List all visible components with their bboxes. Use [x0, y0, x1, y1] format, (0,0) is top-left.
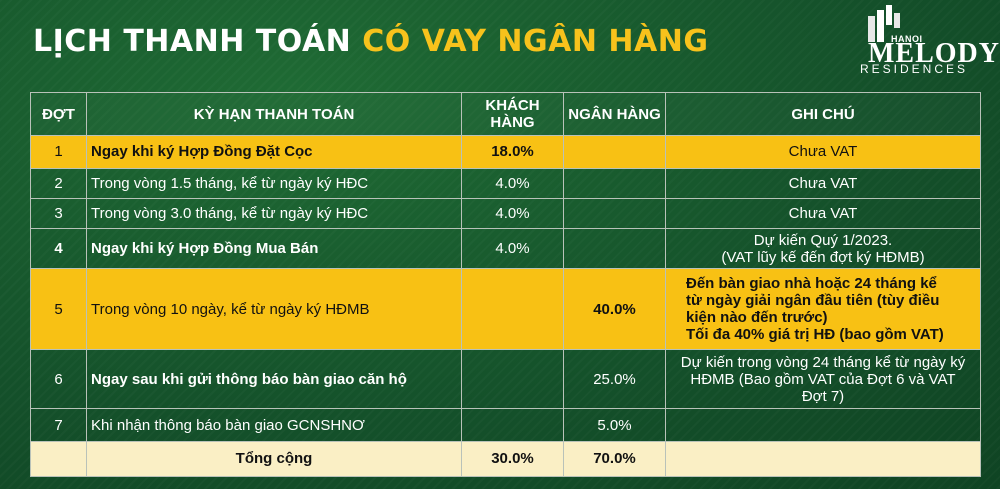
row-dot: 5 — [30, 268, 87, 350]
table-row: 1 Ngay khi ký Hợp Đồng Đặt Cọc 18.0% Chư… — [30, 135, 981, 169]
table-row: 6 Ngay sau khi gửi thông báo bàn giao că… — [30, 348, 981, 410]
header-note: GHI CHÚ — [665, 91, 981, 137]
row-customer: 18.0% — [461, 135, 564, 169]
row-bank — [563, 197, 666, 230]
note-line: (VAT lũy kế đến đợt ký HĐMB) — [721, 248, 925, 266]
note-line: kiện nào đến trước) — [686, 309, 828, 327]
row-term: Khi nhận thông báo bàn giao GCNSHNƠ — [86, 408, 462, 442]
page-title: LỊCH THANH TOÁN CÓ VAY NGÂN HÀNG — [33, 24, 708, 59]
row-term: Ngay khi ký Hợp Đồng Mua Bán — [86, 228, 462, 270]
logo-top-text: HANOI — [891, 34, 923, 44]
logo-main-text: MELODY — [868, 38, 1000, 69]
row-customer — [461, 268, 564, 350]
row-note — [665, 408, 981, 442]
row-dot: 7 — [30, 408, 87, 442]
row-term: Ngay sau khi gửi thông báo bàn giao căn … — [86, 348, 462, 410]
row-dot: 6 — [30, 348, 87, 410]
row-customer: 4.0% — [461, 228, 564, 270]
header-customer: KHÁCH HÀNG — [461, 91, 564, 137]
row-note: Dự kiến Quý 1/2023. (VAT lũy kế đến đợt … — [665, 228, 981, 270]
row-customer: 4.0% — [461, 197, 564, 230]
note-line: HĐMB (Bao gồm VAT của Đợt 6 và VAT — [690, 370, 956, 388]
title-main: LỊCH THANH TOÁN — [33, 24, 352, 59]
header-dot: ĐỢT — [30, 91, 87, 137]
table-row: 2 Trong vòng 1.5 tháng, kể từ ngày ký HĐ… — [30, 167, 981, 199]
total-bank: 70.0% — [563, 440, 666, 478]
row-customer — [461, 348, 564, 410]
note-line: từ ngày giải ngân đầu tiên (tùy điều — [686, 292, 940, 310]
row-note: Chưa VAT — [665, 167, 981, 199]
table-row: 3 Trong vòng 3.0 tháng, kể từ ngày ký HĐ… — [30, 197, 981, 230]
note-line: Dự kiến trong vòng 24 tháng kể từ ngày k… — [680, 353, 966, 371]
logo-buildings-icon — [868, 5, 900, 42]
note-line: Đợt 7) — [801, 387, 845, 405]
row-bank — [563, 228, 666, 270]
total-label: Tổng cộng — [86, 440, 462, 478]
row-dot: 3 — [30, 197, 87, 230]
row-term: Trong vòng 3.0 tháng, kể từ ngày ký HĐC — [86, 197, 462, 230]
row-bank: 5.0% — [563, 408, 666, 442]
row-customer — [461, 408, 564, 442]
table-header-row: ĐỢT KỲ HẠN THANH TOÁN KHÁCH HÀNG NGÂN HÀ… — [30, 91, 981, 137]
row-dot: 4 — [30, 228, 87, 270]
note-line: Dự kiến Quý 1/2023. — [753, 231, 893, 249]
total-row: Tổng cộng 30.0% 70.0% — [30, 440, 981, 478]
row-note: Dự kiến trong vòng 24 tháng kể từ ngày k… — [665, 348, 981, 410]
table-row: 4 Ngay khi ký Hợp Đồng Mua Bán 4.0% Dự k… — [30, 228, 981, 270]
row-customer: 4.0% — [461, 167, 564, 199]
title-accent: CÓ VAY NGÂN HÀNG — [362, 24, 709, 59]
table-row: 5 Trong vòng 10 ngày, kể từ ngày ký HĐMB… — [30, 268, 981, 350]
row-bank — [563, 167, 666, 199]
note-line: Đến bàn giao nhà hoặc 24 tháng kể — [686, 275, 937, 293]
row-term: Ngay khi ký Hợp Đồng Đặt Cọc — [86, 135, 462, 169]
row-bank: 25.0% — [563, 348, 666, 410]
row-dot: 2 — [30, 167, 87, 199]
total-empty — [30, 440, 87, 478]
row-bank: 40.0% — [563, 268, 666, 350]
total-customer: 30.0% — [461, 440, 564, 478]
header-bank: NGÂN HÀNG — [563, 91, 666, 137]
total-note — [665, 440, 981, 478]
row-note: Đến bàn giao nhà hoặc 24 tháng kể từ ngà… — [665, 268, 981, 350]
logo-bottom-text: RESIDENCES — [860, 62, 969, 76]
table-row: 7 Khi nhận thông báo bàn giao GCNSHNƠ 5.… — [30, 408, 981, 442]
header-term: KỲ HẠN THANH TOÁN — [86, 91, 462, 137]
row-term: Trong vòng 1.5 tháng, kể từ ngày ký HĐC — [86, 167, 462, 199]
note-line: Tối đa 40% giá trị HĐ (bao gồm VAT) — [686, 326, 944, 344]
row-note: Chưa VAT — [665, 197, 981, 230]
brand-logo: HANOI MELODY RESIDENCES — [858, 4, 999, 78]
row-term: Trong vòng 10 ngày, kể từ ngày ký HĐMB — [86, 268, 462, 350]
payment-schedule-table: ĐỢT KỲ HẠN THANH TOÁN KHÁCH HÀNG NGÂN HÀ… — [30, 91, 981, 478]
row-note: Chưa VAT — [665, 135, 981, 169]
row-dot: 1 — [30, 135, 87, 169]
row-bank — [563, 135, 666, 169]
